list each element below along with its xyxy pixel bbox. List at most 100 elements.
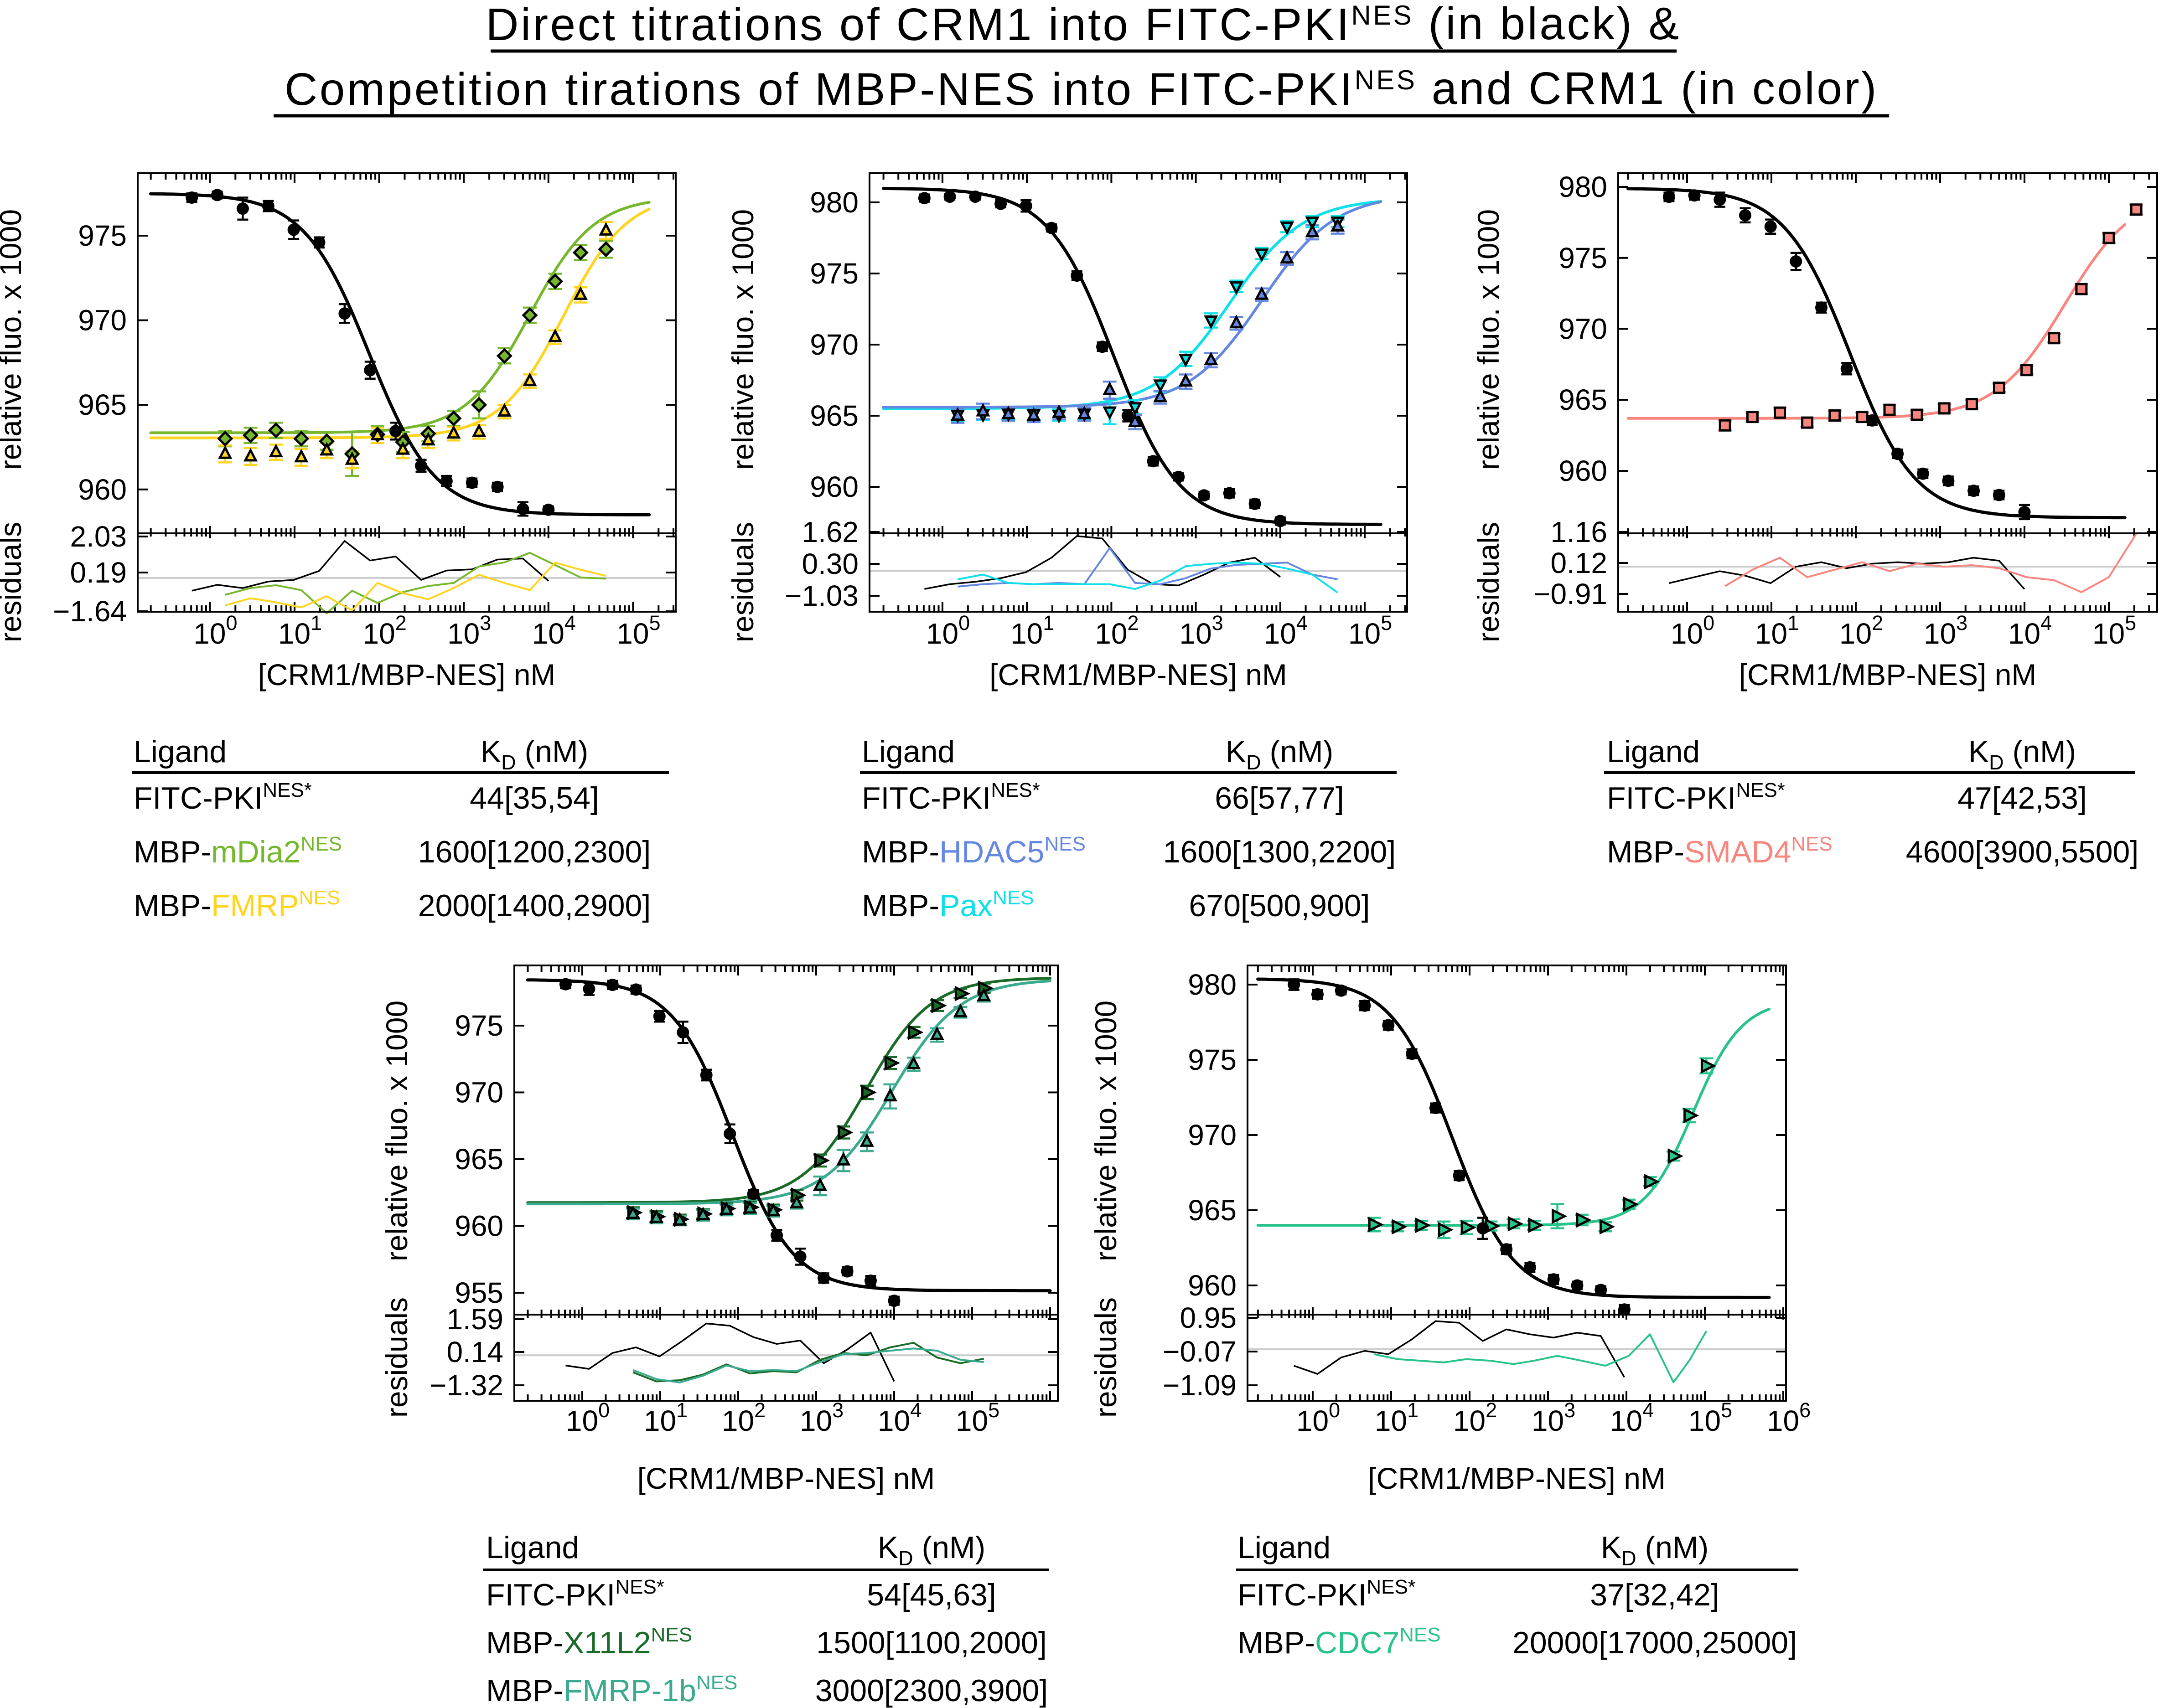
- svg-text:104: 104: [532, 611, 576, 650]
- svg-text:FITC-PKINES*: FITC-PKINES*: [1237, 1576, 1416, 1612]
- svg-text:105: 105: [1688, 1398, 1732, 1437]
- svg-text:relative fluo. x 1000: relative fluo. x 1000: [726, 209, 760, 470]
- svg-text:975: 975: [455, 1009, 503, 1042]
- svg-text:101: 101: [644, 1398, 688, 1437]
- svg-text:101: 101: [1755, 611, 1799, 650]
- svg-text:965: 965: [455, 1143, 503, 1176]
- svg-text:MBP-mDia2NES: MBP-mDia2NES: [134, 833, 342, 869]
- svg-text:1.59: 1.59: [446, 1303, 503, 1336]
- svg-text:20000[17000,25000]: 20000[17000,25000]: [1512, 1625, 1797, 1660]
- svg-text:960: 960: [1558, 454, 1607, 487]
- svg-text:970: 970: [1558, 313, 1607, 346]
- svg-text:2000[1400,2900]: 2000[1400,2900]: [418, 888, 651, 923]
- svg-text:−1.09: −1.09: [1163, 1369, 1237, 1402]
- svg-text:970: 970: [1188, 1119, 1237, 1151]
- svg-text:KD (nM): KD (nM): [878, 1530, 986, 1570]
- svg-text:FITC-PKINES*: FITC-PKINES*: [134, 779, 312, 815]
- svg-text:980: 980: [1558, 170, 1607, 203]
- svg-text:FITC-PKINES*: FITC-PKINES*: [1607, 779, 1785, 815]
- svg-text:100: 100: [566, 1398, 610, 1437]
- svg-text:4600[3900,5500]: 4600[3900,5500]: [1906, 835, 2139, 869]
- svg-text:105: 105: [616, 611, 660, 650]
- svg-text:FITC-PKINES*: FITC-PKINES*: [486, 1576, 664, 1612]
- svg-text:980: 980: [1188, 968, 1237, 1001]
- svg-text:KD (nM): KD (nM): [481, 734, 589, 774]
- svg-text:[CRM1/MBP-NES] nM: [CRM1/MBP-NES] nM: [1368, 1461, 1666, 1495]
- svg-text:[CRM1/MBP-NES] nM: [CRM1/MBP-NES] nM: [637, 1461, 935, 1495]
- svg-text:[CRM1/MBP-NES] nM: [CRM1/MBP-NES] nM: [258, 658, 556, 691]
- svg-text:102: 102: [1095, 611, 1139, 650]
- svg-text:0.14: 0.14: [446, 1336, 503, 1368]
- svg-text:−1.64: −1.64: [53, 595, 127, 628]
- svg-text:104: 104: [1264, 611, 1308, 650]
- svg-text:66[57,77]: 66[57,77]: [1215, 781, 1344, 815]
- svg-text:960: 960: [455, 1210, 503, 1243]
- svg-text:1500[1100,2000]: 1500[1100,2000]: [816, 1625, 1046, 1660]
- svg-text:100: 100: [1671, 611, 1714, 650]
- svg-text:103: 103: [1924, 611, 1967, 650]
- svg-text:975: 975: [810, 257, 859, 290]
- svg-text:1600[1300,2200]: 1600[1300,2200]: [1163, 835, 1396, 869]
- svg-text:−0.07: −0.07: [1163, 1335, 1237, 1368]
- svg-text:106: 106: [1767, 1398, 1811, 1437]
- svg-text:47[42,53]: 47[42,53]: [1957, 781, 2087, 815]
- svg-text:103: 103: [800, 1398, 844, 1437]
- svg-text:Competition tirations of MBP-N: Competition tirations of MBP-NES into FI…: [285, 63, 1879, 115]
- svg-text:Ligand: Ligand: [486, 1530, 579, 1565]
- svg-text:102: 102: [1453, 1398, 1497, 1437]
- svg-text:KD (nM): KD (nM): [1968, 734, 2076, 774]
- svg-text:970: 970: [78, 304, 127, 337]
- svg-text:1.62: 1.62: [802, 516, 859, 548]
- svg-text:960: 960: [1188, 1269, 1237, 1302]
- svg-text:FITC-PKINES*: FITC-PKINES*: [862, 779, 1040, 815]
- svg-text:970: 970: [810, 328, 859, 361]
- svg-text:relative fluo. x 1000: relative fluo. x 1000: [1471, 209, 1505, 470]
- svg-text:100: 100: [926, 611, 970, 650]
- svg-text:KD (nM): KD (nM): [1601, 1530, 1709, 1570]
- svg-text:Ligand: Ligand: [1237, 1530, 1330, 1565]
- svg-text:102: 102: [722, 1398, 766, 1437]
- svg-text:MBP-FMRP-1bNES: MBP-FMRP-1bNES: [486, 1672, 737, 1708]
- svg-text:960: 960: [810, 470, 859, 503]
- svg-text:−1.32: −1.32: [430, 1369, 503, 1402]
- svg-text:relative fluo. x 1000: relative fluo. x 1000: [1089, 1001, 1123, 1261]
- svg-text:residuals: residuals: [726, 522, 760, 642]
- svg-text:100: 100: [1296, 1398, 1340, 1437]
- svg-text:0.19: 0.19: [70, 556, 127, 589]
- svg-text:105: 105: [2092, 611, 2136, 650]
- svg-text:965: 965: [1188, 1194, 1237, 1227]
- svg-text:103: 103: [447, 611, 491, 650]
- svg-text:102: 102: [1839, 611, 1883, 650]
- svg-text:101: 101: [1375, 1398, 1419, 1437]
- svg-text:MBP-FMRPNES: MBP-FMRPNES: [134, 887, 340, 923]
- svg-text:104: 104: [1610, 1398, 1654, 1437]
- svg-text:37[32,42]: 37[32,42]: [1590, 1578, 1719, 1612]
- svg-text:975: 975: [1188, 1043, 1237, 1076]
- svg-text:975: 975: [1558, 242, 1607, 274]
- svg-text:0.30: 0.30: [802, 547, 859, 580]
- svg-text:MBP-PaxNES: MBP-PaxNES: [862, 887, 1034, 923]
- svg-text:965: 965: [78, 388, 127, 421]
- svg-text:Direct titrations of CRM1 into: Direct titrations of CRM1 into FITC-PKIN…: [486, 0, 1681, 50]
- svg-text:965: 965: [810, 399, 859, 432]
- svg-text:101: 101: [278, 611, 322, 650]
- svg-text:residuals: residuals: [1471, 522, 1505, 642]
- svg-text:102: 102: [362, 611, 406, 650]
- svg-text:Ligand: Ligand: [134, 734, 227, 769]
- svg-text:103: 103: [1179, 611, 1223, 650]
- svg-text:MBP-HDAC5NES: MBP-HDAC5NES: [862, 833, 1086, 869]
- svg-text:residuals: residuals: [380, 1297, 414, 1418]
- svg-text:955: 955: [455, 1276, 503, 1309]
- svg-text:relative fluo. x 1000: relative fluo. x 1000: [0, 209, 27, 470]
- svg-text:54[45,63]: 54[45,63]: [867, 1578, 996, 1612]
- svg-text:975: 975: [78, 219, 127, 252]
- svg-text:residuals: residuals: [0, 522, 27, 642]
- svg-text:[CRM1/MBP-NES] nM: [CRM1/MBP-NES] nM: [989, 658, 1287, 691]
- svg-text:residuals: residuals: [1089, 1297, 1123, 1418]
- svg-text:960: 960: [78, 473, 127, 506]
- svg-text:MBP-X11L2NES: MBP-X11L2NES: [486, 1624, 692, 1660]
- svg-text:103: 103: [1532, 1398, 1575, 1437]
- svg-text:0.95: 0.95: [1180, 1301, 1237, 1334]
- svg-text:1.16: 1.16: [1550, 516, 1607, 548]
- svg-text:Ligand: Ligand: [1607, 734, 1700, 769]
